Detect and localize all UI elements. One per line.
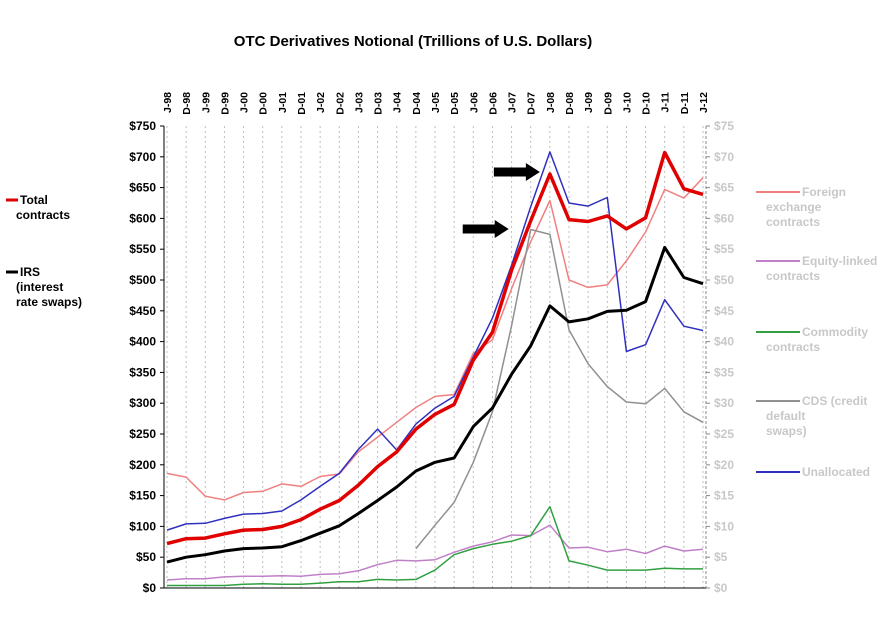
x-tick-label: J-10 — [621, 92, 633, 113]
y-tick-label-right: $45 — [714, 304, 734, 318]
grid — [166, 126, 704, 588]
arrow-icon — [462, 220, 509, 238]
y-tick-label-right: $65 — [714, 181, 734, 195]
x-tick-label: D-04 — [411, 92, 423, 115]
series-line — [166, 150, 704, 546]
legend-label: Equity-linked contracts — [766, 254, 877, 283]
y-tick-label-right: $10 — [714, 519, 734, 533]
x-tick-label: J-09 — [583, 92, 595, 113]
legend: Total contracts IRS (interest rate swaps) For… — [6, 185, 877, 479]
x-tick-label: J-99 — [200, 92, 212, 113]
x-tick-label: D-08 — [564, 92, 576, 115]
y-tick-label-left: $150 — [129, 489, 156, 503]
legend-label: IRS (interest rate swaps) — [16, 265, 82, 309]
y-tick-label-right: $0 — [714, 581, 728, 595]
y-tick-label-left: $250 — [129, 427, 156, 441]
legend-label: CDS (credit default swaps) — [766, 394, 867, 438]
y-tick-label-left: $0 — [143, 581, 157, 595]
x-tick-label: J-02 — [315, 92, 327, 113]
x-tick-label: J-03 — [353, 92, 365, 113]
y-tick-label-right: $55 — [714, 242, 734, 256]
x-tick-label: D-01 — [296, 92, 308, 115]
y-tick-label-left: $500 — [129, 273, 156, 287]
x-tick-label: D-10 — [641, 92, 653, 115]
x-tick-label: J-12 — [698, 92, 710, 113]
x-tick-label: J-01 — [277, 92, 289, 113]
y-tick-label-left: $650 — [129, 181, 156, 195]
series-line — [166, 151, 704, 531]
series-lines — [166, 150, 704, 587]
x-tick-label: J-08 — [545, 92, 557, 113]
arrows — [462, 163, 540, 238]
y-tick-label-right: $5 — [714, 550, 728, 564]
series-line — [167, 505, 703, 587]
y-tick-label-left: $550 — [129, 242, 156, 256]
x-tick-label: J-04 — [392, 92, 404, 113]
y-tick-label-left: $300 — [129, 396, 156, 410]
x-tick-label: J-98 — [162, 92, 174, 113]
y-tick-label-right: $50 — [714, 273, 734, 287]
y-tick-label-right: $70 — [714, 150, 734, 164]
y-tick-label-right: $75 — [714, 119, 734, 133]
x-tick-label: D-05 — [449, 92, 461, 115]
legend-label: Commodity contracts — [766, 325, 868, 354]
axes: $0 $50 $100 $150 $200 $250 $300 $350 $400 $450 $50… — [129, 92, 734, 595]
y-tick-label-right: $35 — [714, 365, 734, 379]
y-tick-label-right: $40 — [714, 335, 734, 349]
series-line — [166, 245, 704, 564]
y-tick-label-left: $200 — [129, 458, 156, 472]
x-tick-label: D-02 — [334, 92, 346, 115]
x-tick-label: D-00 — [258, 92, 270, 115]
chart-title: OTC Derivatives Notional (Trillions of U… — [234, 33, 592, 50]
y-tick-label-left: $350 — [129, 365, 156, 379]
y-tick-label-left: $50 — [136, 550, 156, 564]
y-tick-label-right: $25 — [714, 427, 734, 441]
legend-label: Foreign exchange contracts — [766, 185, 846, 229]
y-tick-label-left: $700 — [129, 150, 156, 164]
x-tick-label: D-98 — [181, 92, 193, 115]
x-tick-label: D-99 — [219, 92, 231, 115]
arrow-icon — [493, 163, 540, 181]
x-tick-label: D-03 — [373, 92, 385, 115]
y-tick-label-left: $400 — [129, 335, 156, 349]
y-tick-label-right: $15 — [714, 489, 734, 503]
x-tick-label: J-06 — [468, 92, 480, 113]
y-tick-label-right: $60 — [714, 211, 734, 225]
x-tick-label: D-11 — [679, 92, 691, 114]
x-tick-label: J-05 — [430, 92, 442, 113]
y-tick-label-left: $750 — [129, 119, 156, 133]
legend-label: Unallocated — [802, 465, 870, 479]
series-line — [166, 524, 704, 581]
x-tick-label: J-07 — [507, 92, 519, 113]
x-tick-label: J-00 — [239, 92, 251, 113]
y-tick-label-left: $600 — [129, 211, 156, 225]
series-line — [415, 228, 704, 550]
y-tick-label-left: $450 — [129, 304, 156, 318]
x-tick-label: D-07 — [526, 92, 538, 115]
x-tick-label: J-11 — [660, 92, 672, 113]
x-tick-label: D-09 — [602, 92, 614, 115]
y-tick-label-right: $30 — [714, 396, 734, 410]
legend-label: Total contracts — [16, 193, 70, 222]
x-tick-label: D-06 — [487, 92, 499, 115]
y-tick-label-left: $100 — [129, 519, 156, 533]
y-tick-label-right: $20 — [714, 458, 734, 472]
series-line — [166, 177, 704, 501]
